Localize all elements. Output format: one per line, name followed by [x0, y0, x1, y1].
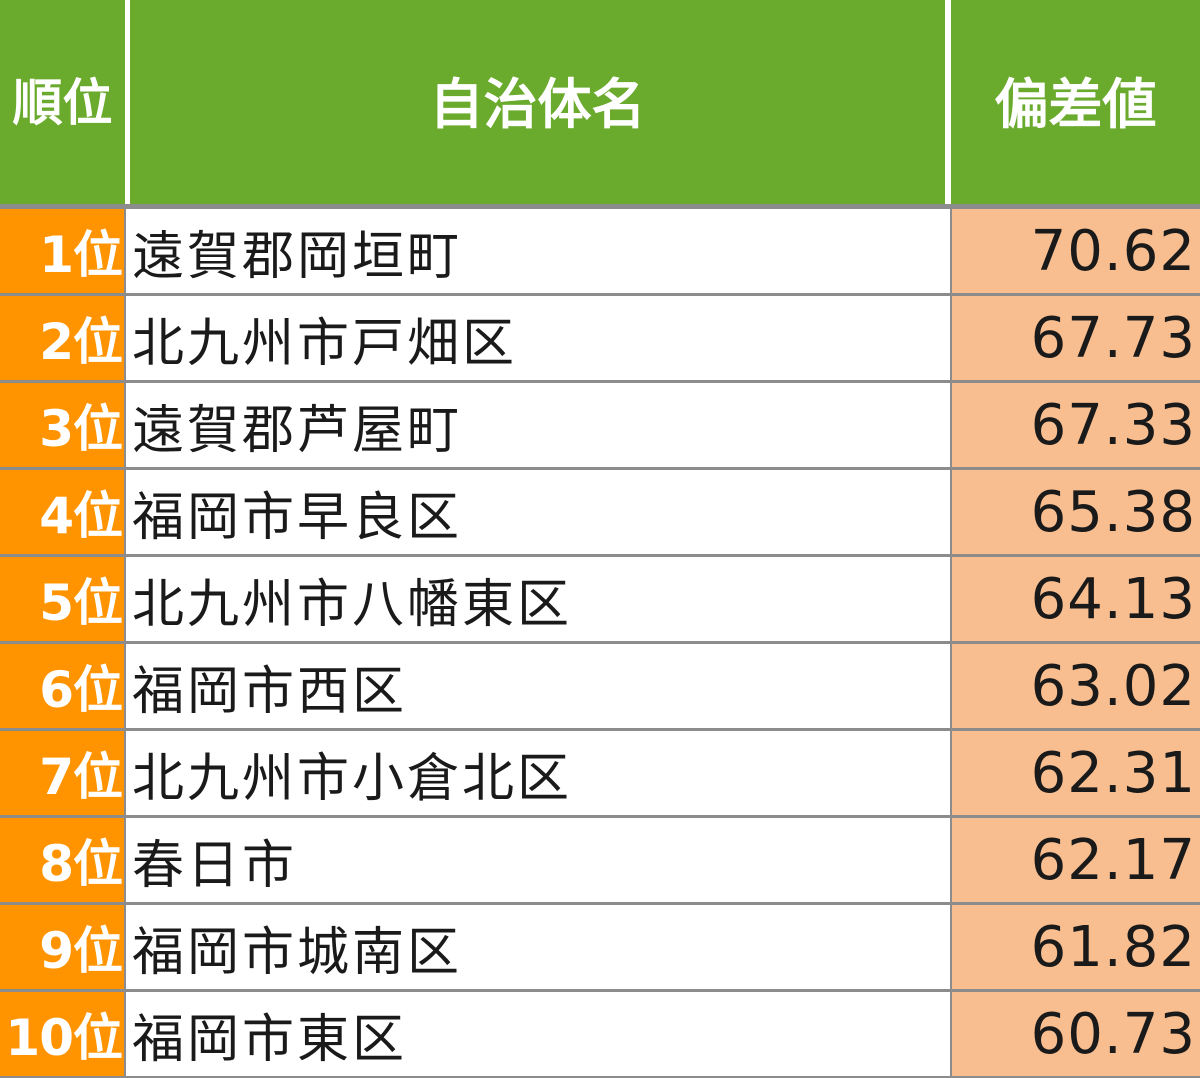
score-cell: 70.62 — [952, 209, 1200, 293]
header-score: 偏差値 — [951, 0, 1200, 204]
municipality-cell: 福岡市城南区 — [126, 905, 950, 989]
rank-cell: 7位 — [0, 731, 124, 815]
rank-cell: 3位 — [0, 383, 124, 467]
municipality-cell: 遠賀郡芦屋町 — [126, 383, 950, 467]
municipality-cell: 福岡市西区 — [126, 644, 950, 728]
rank-cell: 1位 — [0, 209, 124, 293]
municipality-cell: 遠賀郡岡垣町 — [126, 209, 950, 293]
score-cell: 67.73 — [952, 296, 1200, 380]
score-cell: 60.73 — [952, 992, 1200, 1076]
rank-cell: 2位 — [0, 296, 124, 380]
rank-cell: 4位 — [0, 470, 124, 554]
table-row: 4位 福岡市早良区 65.38 — [0, 470, 1200, 554]
score-cell: 62.17 — [952, 818, 1200, 902]
municipality-cell: 春日市 — [126, 818, 950, 902]
municipality-cell: 北九州市小倉北区 — [126, 731, 950, 815]
header-rank: 順位 — [0, 0, 125, 204]
score-cell: 61.82 — [952, 905, 1200, 989]
score-cell: 62.31 — [952, 731, 1200, 815]
table-row: 7位 北九州市小倉北区 62.31 — [0, 731, 1200, 815]
score-cell: 65.38 — [952, 470, 1200, 554]
score-cell: 63.02 — [952, 644, 1200, 728]
table-row: 8位 春日市 62.17 — [0, 818, 1200, 902]
table-row: 9位 福岡市城南区 61.82 — [0, 905, 1200, 989]
table-row: 2位 北九州市戸畑区 67.73 — [0, 296, 1200, 380]
score-cell: 67.33 — [952, 383, 1200, 467]
table-row: 3位 遠賀郡芦屋町 67.33 — [0, 383, 1200, 467]
municipality-cell: 福岡市早良区 — [126, 470, 950, 554]
rank-cell: 10位 — [0, 992, 124, 1076]
rank-cell: 5位 — [0, 557, 124, 641]
table-row: 5位 北九州市八幡東区 64.13 — [0, 557, 1200, 641]
rank-cell: 8位 — [0, 818, 124, 902]
rank-cell: 9位 — [0, 905, 124, 989]
score-cell: 64.13 — [952, 557, 1200, 641]
header-municipality: 自治体名 — [130, 0, 945, 204]
municipality-cell: 福岡市東区 — [126, 992, 950, 1076]
table-row: 6位 福岡市西区 63.02 — [0, 644, 1200, 728]
table-row: 10位 福岡市東区 60.73 — [0, 992, 1200, 1076]
municipality-cell: 北九州市戸畑区 — [126, 296, 950, 380]
table-header: 順位 自治体名 偏差値 — [0, 0, 1200, 204]
rank-cell: 6位 — [0, 644, 124, 728]
municipality-cell: 北九州市八幡東区 — [126, 557, 950, 641]
table-row: 1位 遠賀郡岡垣町 70.62 — [0, 209, 1200, 293]
